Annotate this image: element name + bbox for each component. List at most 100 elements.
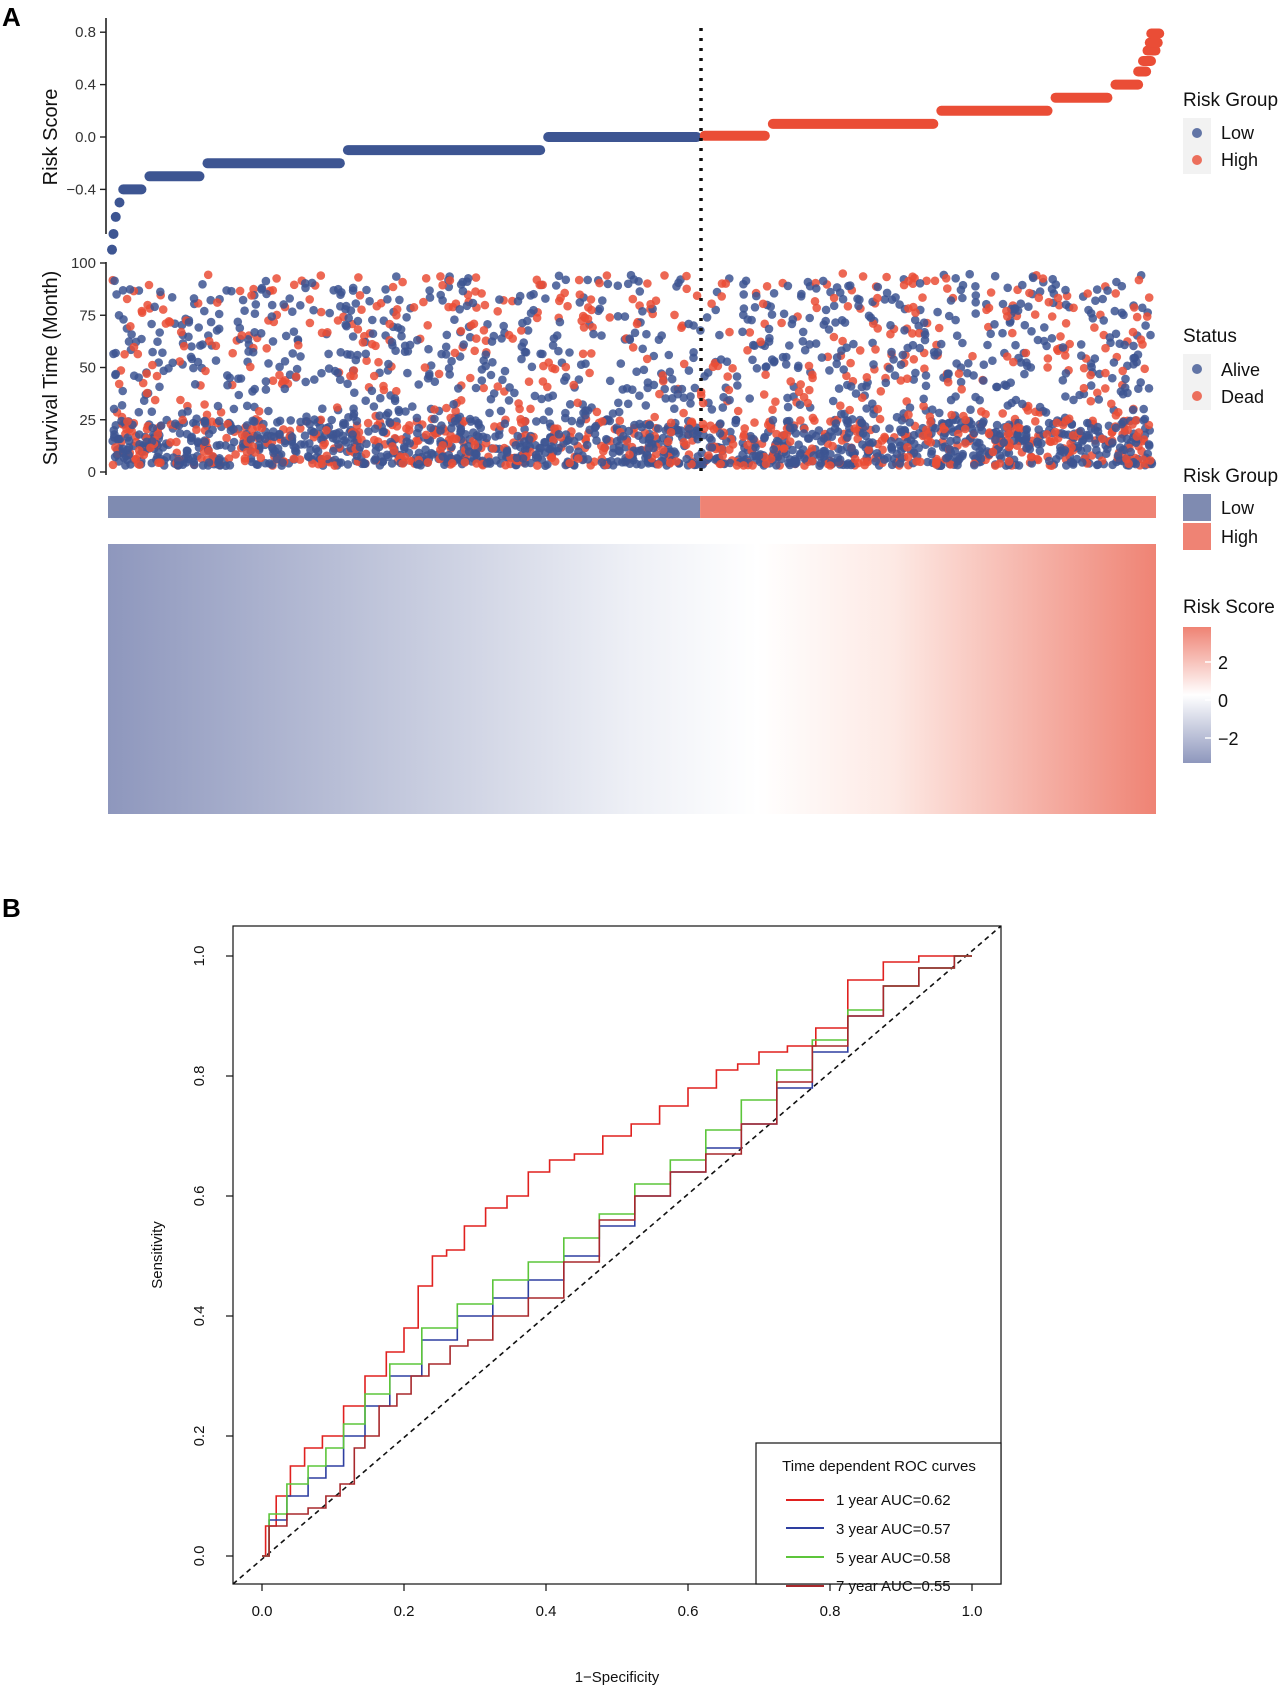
alive-point	[567, 416, 577, 426]
alive-point	[969, 428, 979, 438]
alive-point	[825, 366, 834, 375]
alive-point	[1098, 294, 1107, 304]
dead-point	[354, 273, 363, 282]
alive-point	[999, 438, 1008, 447]
dead-point	[805, 385, 814, 395]
dead-point	[362, 356, 371, 366]
alive-point	[739, 290, 748, 299]
alive-point	[581, 359, 590, 369]
dead-point	[588, 323, 597, 332]
alive-point	[1027, 327, 1036, 336]
alive-point	[214, 324, 224, 334]
alive-point	[1129, 353, 1138, 363]
dead-point	[165, 318, 175, 327]
alive-point	[1108, 438, 1117, 447]
alive-point	[868, 338, 877, 348]
alive-point	[1129, 360, 1138, 369]
alive-point	[1113, 451, 1123, 460]
dead-point	[724, 385, 734, 395]
alive-point	[504, 396, 514, 405]
alive-point	[715, 429, 725, 438]
alive-point	[886, 321, 895, 330]
alive-point	[832, 353, 842, 362]
alive-point	[616, 359, 626, 368]
dead-point	[597, 417, 607, 426]
alive-point	[772, 436, 782, 446]
alive-point	[213, 401, 223, 411]
alive-point	[302, 412, 311, 422]
roc-legend-label-5y: 5 year AUC=0.58	[836, 1550, 951, 1567]
alive-point	[818, 276, 828, 286]
dead-point	[739, 461, 748, 470]
alive-point	[862, 404, 871, 413]
dead-point	[142, 369, 151, 379]
alive-point	[597, 458, 607, 467]
alive-point	[951, 274, 960, 283]
alive-point	[1087, 362, 1096, 372]
dead-point	[1118, 366, 1127, 376]
dead-point	[242, 447, 252, 457]
dead-point	[666, 427, 676, 437]
dead-point	[599, 447, 608, 456]
dead-point	[275, 370, 284, 380]
dead-point	[543, 382, 552, 392]
alive-point	[121, 461, 130, 470]
dead-point	[524, 377, 534, 387]
alive-point	[1102, 449, 1111, 459]
alive-point	[826, 449, 835, 459]
dead-point	[156, 458, 165, 468]
alive-point	[215, 440, 225, 450]
alive-point	[811, 339, 821, 348]
legend-risk-group-title: Risk Group	[1183, 90, 1278, 111]
dead-point	[904, 276, 913, 286]
dead-point	[385, 319, 395, 329]
dead-point	[1027, 452, 1036, 462]
alive-point	[187, 354, 197, 364]
alive-point	[280, 384, 290, 394]
alive-point	[192, 414, 201, 424]
alive-point	[193, 437, 203, 446]
alive-point	[554, 346, 563, 356]
dead-point	[223, 419, 232, 429]
alive-point	[341, 305, 350, 314]
dead-point	[875, 414, 885, 424]
dead-point	[438, 280, 447, 290]
alive-point	[632, 367, 641, 377]
alive-point	[335, 375, 345, 385]
alive-point	[378, 427, 388, 437]
alive-point	[583, 406, 593, 415]
alive-point	[1041, 408, 1051, 417]
alive-point	[147, 407, 157, 417]
dead-point	[679, 438, 689, 447]
dead-point	[456, 396, 466, 405]
alive-point	[518, 318, 527, 328]
alive-point	[296, 301, 305, 310]
dead-point	[998, 409, 1007, 418]
alive-point	[317, 368, 326, 378]
alive-point	[749, 340, 758, 350]
alive-point	[821, 305, 831, 315]
alive-point	[127, 330, 136, 339]
alive-point	[491, 432, 500, 441]
alive-point	[125, 285, 135, 294]
risk-score-y-title: Risk Score	[40, 89, 62, 186]
alive-point	[770, 356, 779, 366]
alive-point	[1077, 351, 1086, 361]
alive-point	[414, 459, 424, 469]
alive-point	[349, 404, 358, 414]
dead-point	[308, 459, 317, 468]
alive-point	[890, 371, 900, 380]
dead-point	[412, 436, 421, 446]
alive-point	[156, 421, 166, 430]
alive-point	[124, 337, 134, 346]
alive-point	[698, 459, 707, 469]
alive-point	[287, 432, 297, 442]
alive-point	[1037, 439, 1046, 448]
alive-point	[194, 323, 203, 332]
alive-point	[364, 427, 373, 436]
alive-point	[921, 371, 931, 380]
alive-point	[190, 380, 200, 389]
dead-point	[563, 301, 572, 311]
dead-point	[488, 444, 498, 453]
